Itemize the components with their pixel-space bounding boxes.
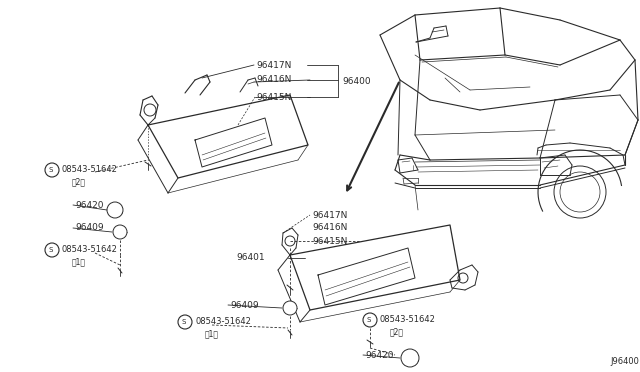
Text: 〈1〉: 〈1〉 [72,257,86,266]
Text: 96417N: 96417N [256,61,291,70]
Text: 〈2〉: 〈2〉 [72,177,86,186]
Circle shape [283,301,297,315]
Text: 08543-51642: 08543-51642 [195,317,251,327]
Text: 08543-51642: 08543-51642 [380,315,436,324]
Text: 96415N: 96415N [256,93,291,102]
Text: 96401: 96401 [236,253,265,263]
Text: 96416N: 96416N [312,224,348,232]
Text: 96420: 96420 [75,201,104,209]
Text: J96400 W: J96400 W [610,357,640,366]
Text: 96400: 96400 [342,77,371,86]
Text: 〈1〉: 〈1〉 [205,330,219,339]
Text: 96415N: 96415N [312,237,348,246]
Circle shape [107,202,123,218]
Text: 〈2〉: 〈2〉 [390,327,404,337]
Text: 96409: 96409 [230,301,259,310]
Text: 08543-51642: 08543-51642 [62,166,118,174]
Circle shape [113,225,127,239]
Text: S: S [367,317,371,323]
Text: S: S [49,247,53,253]
Text: 96417N: 96417N [312,211,348,219]
Text: S: S [182,319,186,325]
Text: 96409: 96409 [75,224,104,232]
Circle shape [401,349,419,367]
Text: 08543-51642: 08543-51642 [62,246,118,254]
Text: 96416N: 96416N [256,76,291,84]
Text: 96420: 96420 [365,350,394,359]
Text: S: S [49,167,53,173]
